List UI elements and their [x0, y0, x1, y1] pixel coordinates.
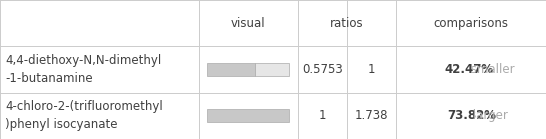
Text: 1.738: 1.738 [354, 109, 388, 122]
Text: 73.82%: 73.82% [447, 109, 496, 122]
Text: visual: visual [231, 17, 266, 30]
Text: 4-chloro-2-(trifluoromethyl
)phenyl isocyanate: 4-chloro-2-(trifluoromethyl )phenyl isoc… [5, 100, 163, 131]
Text: smaller: smaller [467, 63, 515, 76]
Text: 0.5753: 0.5753 [302, 63, 342, 76]
Text: 4,4-diethoxy-N,N-dimethyl
-1-butanamine: 4,4-diethoxy-N,N-dimethyl -1-butanamine [5, 54, 162, 85]
Text: 1: 1 [318, 109, 326, 122]
Text: comparisons: comparisons [434, 17, 508, 30]
Bar [207, 109, 289, 122]
Text: 1: 1 [367, 63, 375, 76]
Text: 42.47%: 42.47% [445, 63, 494, 76]
Bar [254, 63, 289, 76]
Bar [207, 63, 254, 76]
Text: ratios: ratios [330, 17, 364, 30]
Text: larger: larger [469, 109, 508, 122]
